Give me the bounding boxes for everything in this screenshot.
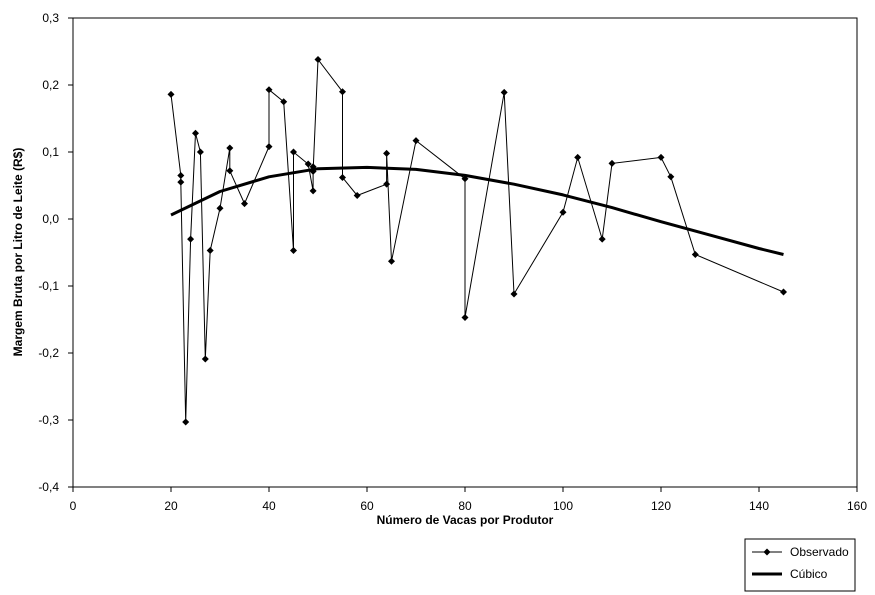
series-observado-point <box>226 167 234 175</box>
x-tick-label: 100 <box>553 499 573 513</box>
series-observado-point <box>309 163 317 171</box>
y-tick-label: 0,2 <box>42 78 59 92</box>
series-observado-point <box>309 187 317 195</box>
series-observado-point <box>280 98 288 106</box>
series-observado-point <box>657 153 665 161</box>
series-observado-point <box>559 208 567 216</box>
y-tick-label: 0,1 <box>42 145 59 159</box>
legend-observado-marker <box>763 548 771 556</box>
series-observado-point <box>177 171 185 179</box>
x-tick-label: 160 <box>847 499 867 513</box>
series-observado-point <box>388 257 395 265</box>
series-observado-point <box>500 88 508 96</box>
y-axis-ticks: -0,4 -0,3 -0,2 -0,1 0,0 0,1 0,2 0,3 <box>38 11 73 494</box>
series-observado-point <box>304 160 312 168</box>
x-tick-label: 120 <box>651 499 671 513</box>
series-observado-point <box>206 246 214 254</box>
series-observado-point <box>187 235 195 243</box>
legend-box <box>744 538 856 592</box>
x-tick-label: 20 <box>164 499 178 513</box>
series-observado-point <box>177 178 185 186</box>
series-observado-point <box>598 235 606 243</box>
series-observado-point <box>780 288 787 296</box>
x-tick-label: 40 <box>262 499 276 513</box>
series-observado-point <box>339 88 346 96</box>
y-tick-label: -0,2 <box>38 346 59 360</box>
series-observado-point <box>383 149 391 157</box>
series-observado-point <box>265 143 273 151</box>
series-observado-point <box>353 192 361 200</box>
x-tick-label: 140 <box>749 499 769 513</box>
x-tick-label: 0 <box>70 499 77 513</box>
series-observado-point <box>339 173 346 181</box>
series-observado-point <box>461 175 469 183</box>
y-axis-title: Margem Bruta por Litro de Leite (R$) <box>11 148 25 357</box>
series-observado-point <box>510 290 518 298</box>
legend-observado-label: Observado <box>790 545 849 559</box>
y-tick-label: -0,3 <box>38 413 59 427</box>
x-axis-title: Número de Vacas por Produtor <box>377 513 554 527</box>
y-tick-label: -0,1 <box>38 279 59 293</box>
series-observado-point <box>241 200 248 208</box>
series-observado-point <box>667 173 675 181</box>
legend: Observado Cúbico <box>744 538 856 592</box>
series-observado-point <box>216 204 224 212</box>
series-observado-point <box>290 246 297 254</box>
series-observado-point <box>290 148 297 156</box>
series-observado-point <box>461 313 469 321</box>
series-observado-point <box>309 167 317 175</box>
y-tick-label: 0,3 <box>42 11 59 25</box>
series-observado-point <box>608 159 616 167</box>
series-cubico-line <box>170 165 784 256</box>
series-observado-point <box>192 129 199 137</box>
series-observado-point <box>196 148 204 156</box>
series-observado-point <box>226 144 234 152</box>
y-tick-label: 0,0 <box>42 212 59 226</box>
series-observado-point <box>167 90 175 98</box>
legend-cubico-label: Cúbico <box>790 567 828 581</box>
x-tick-label: 80 <box>458 499 472 513</box>
series-observado-point <box>574 153 582 161</box>
y-tick-label: -0,4 <box>38 480 59 494</box>
x-axis-ticks: 0 20 40 60 80 100 120 140 160 <box>70 487 867 513</box>
x-tick-label: 60 <box>360 499 374 513</box>
series-observado-point <box>314 56 322 64</box>
series-observado-point <box>691 251 699 259</box>
series-observado-point <box>201 355 209 363</box>
series-observado-point <box>265 86 273 94</box>
series-observado-point <box>182 418 190 426</box>
series-observado-point <box>383 180 391 188</box>
series-observado-point <box>412 137 420 145</box>
series-layer <box>167 56 787 426</box>
